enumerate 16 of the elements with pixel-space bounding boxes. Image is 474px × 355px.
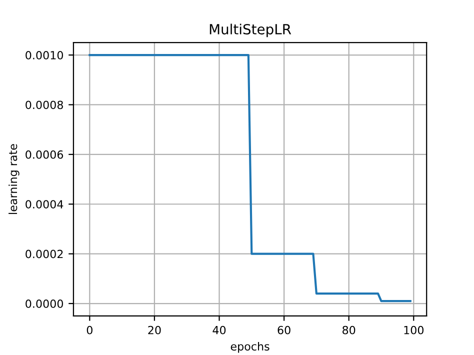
- line-series: [88, 54, 412, 302]
- y-tick-label: 0.0002: [26, 250, 63, 258]
- x-tick-label: 80: [342, 326, 356, 334]
- y-tick-label: 0.0000: [26, 300, 64, 308]
- y-tick-label: 0.0010: [26, 51, 64, 60]
- y-tick-label: 0.0006: [26, 150, 64, 159]
- x-tick-label: 0: [86, 326, 92, 334]
- y-tick-label: 0.0004: [26, 200, 64, 209]
- x-axis-title: epochs: [230, 342, 270, 353]
- x-tick-label: 20: [148, 326, 161, 334]
- y-tick-label: 0.0008: [26, 100, 63, 110]
- x-tick-label: 100: [404, 326, 424, 334]
- x-tick-label: 60: [278, 326, 290, 334]
- x-tick-label: 40: [212, 326, 226, 334]
- chart-title: MultiStepLR: [210, 24, 292, 38]
- y-axis-title: learning rate: [8, 144, 20, 214]
